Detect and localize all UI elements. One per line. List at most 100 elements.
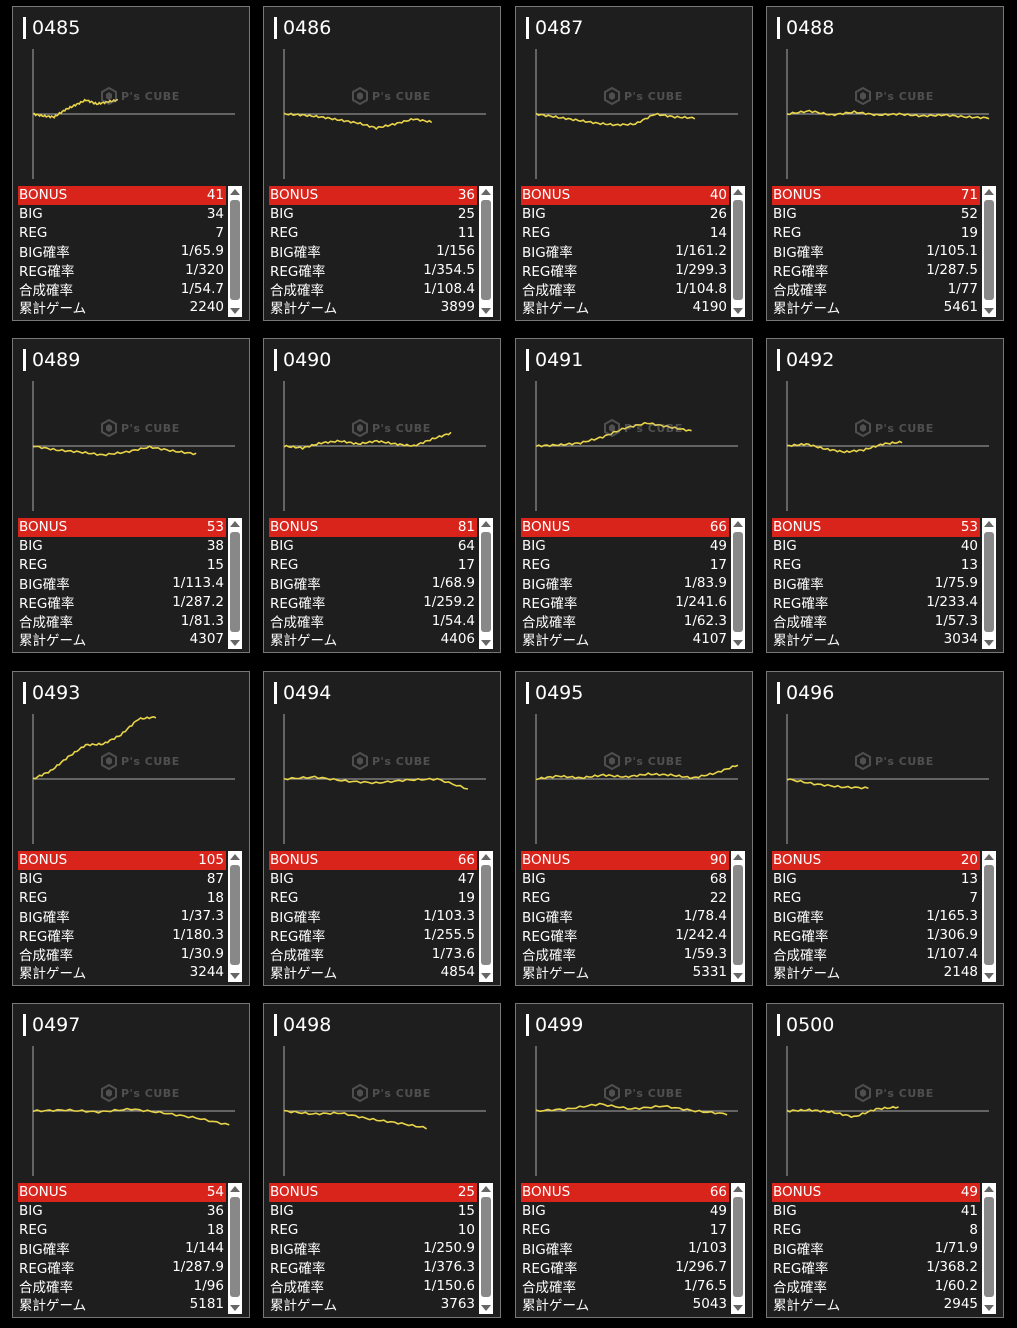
slump-graph-svg [786,49,990,179]
stat-label: REG確率 [773,929,829,946]
stat-value: 36 [206,1203,224,1220]
slump-line [786,109,990,120]
scroll-down-arrow-icon[interactable] [230,1305,240,1311]
scrollbar[interactable] [479,1183,493,1314]
machine-card[interactable]: 0498 P's CUBE BONUS 25 BIG 15 REG 10 BIG確率 1/250.… [263,1003,501,1318]
scroll-up-arrow-icon[interactable] [733,854,743,860]
stat-label: 累計ゲーム [19,633,87,650]
scroll-up-arrow-icon[interactable] [733,1186,743,1192]
scroll-up-arrow-icon[interactable] [481,189,491,195]
machine-card[interactable]: 0494 P's CUBE BONUS 66 BIG 47 REG 19 BIG確率 1/103.… [263,671,501,986]
scroll-thumb[interactable] [481,532,491,632]
scroll-down-arrow-icon[interactable] [984,1305,994,1311]
scroll-down-arrow-icon[interactable] [230,640,240,646]
scroll-down-arrow-icon[interactable] [984,973,994,979]
scroll-up-arrow-icon[interactable] [230,521,240,527]
stat-row-big-rate: BIG確率 1/37.3 [18,907,226,926]
scroll-thumb[interactable] [481,200,491,300]
scroll-up-arrow-icon[interactable] [984,1186,994,1192]
scrollbar[interactable] [731,518,745,649]
scroll-up-arrow-icon[interactable] [230,854,240,860]
scroll-thumb[interactable] [984,1197,994,1297]
machine-card[interactable]: 0499 P's CUBE BONUS 66 BIG 49 REG 17 BIG確率 1/103 R… [515,1003,753,1318]
scroll-thumb[interactable] [481,1197,491,1297]
machine-card[interactable]: 0497 P's CUBE BONUS 54 BIG 36 REG 18 BIG確率 1/144 R… [12,1003,250,1318]
stat-label: REG確率 [270,264,326,281]
scroll-down-arrow-icon[interactable] [481,308,491,314]
stat-value: 49 [709,538,727,555]
slump-line [535,1102,728,1116]
scroll-thumb[interactable] [481,865,491,965]
scrollbar[interactable] [731,1183,745,1314]
scroll-up-arrow-icon[interactable] [733,189,743,195]
scroll-up-arrow-icon[interactable] [481,1186,491,1192]
machine-card[interactable]: 0486 P's CUBE BONUS 36 BIG 25 REG 11 BIG確率 1/156 R… [263,6,501,321]
scrollbar[interactable] [982,851,996,982]
stat-row-big: BIG 15 [269,1202,477,1221]
stat-label: REG確率 [522,264,578,281]
scroll-thumb[interactable] [230,865,240,965]
machine-card[interactable]: 0487 P's CUBE BONUS 40 BIG 26 REG 14 BIG確率 1/161.… [515,6,753,321]
scrollbar[interactable] [982,186,996,317]
scroll-down-arrow-icon[interactable] [230,308,240,314]
scroll-up-arrow-icon[interactable] [984,854,994,860]
scroll-down-arrow-icon[interactable] [481,640,491,646]
scroll-down-arrow-icon[interactable] [230,973,240,979]
scroll-thumb[interactable] [984,865,994,965]
scrollbar[interactable] [228,186,242,317]
stat-row-games: 累計ゲーム 3899 [269,298,477,317]
stat-label: 累計ゲーム [773,1298,841,1315]
machine-card[interactable]: 0492 P's CUBE BONUS 53 BIG 40 REG 13 BIG確率 1/75.9… [766,338,1004,653]
scroll-down-arrow-icon[interactable] [481,973,491,979]
scroll-up-arrow-icon[interactable] [984,189,994,195]
stat-row-reg: REG 18 [18,888,226,907]
machine-card[interactable]: 0485 P's CUBE BONUS 41 BIG 34 REG 7 BIG確率 1/65.9 R… [12,6,250,321]
scrollbar[interactable] [228,518,242,649]
slump-line [283,1109,428,1130]
scroll-thumb[interactable] [230,1197,240,1297]
machine-card[interactable]: 0495 P's CUBE BONUS 90 BIG 68 REG 22 BIG確率 1/78.4… [515,671,753,986]
scroll-down-arrow-icon[interactable] [984,640,994,646]
machine-number: 0498 [283,1014,332,1036]
machine-card[interactable]: 0491 P's CUBE BONUS 66 BIG 49 REG 17 BIG確率 1/83.9… [515,338,753,653]
scroll-thumb[interactable] [733,532,743,632]
scrollbar[interactable] [479,186,493,317]
machine-card[interactable]: 0493 P's CUBE BONUS 105 BIG 87 REG 18 BIG確率 1/37.… [12,671,250,986]
scroll-up-arrow-icon[interactable] [230,1186,240,1192]
scroll-up-arrow-icon[interactable] [481,521,491,527]
scroll-down-arrow-icon[interactable] [984,308,994,314]
scroll-up-arrow-icon[interactable] [984,521,994,527]
scrollbar[interactable] [479,518,493,649]
scrollbar[interactable] [982,518,996,649]
cube-icon [855,87,871,105]
scroll-down-arrow-icon[interactable] [733,308,743,314]
scroll-down-arrow-icon[interactable] [733,973,743,979]
scrollbar[interactable] [982,1183,996,1314]
scroll-down-arrow-icon[interactable] [481,1305,491,1311]
scrollbar[interactable] [731,851,745,982]
scroll-up-arrow-icon[interactable] [733,521,743,527]
scroll-thumb[interactable] [230,200,240,300]
scroll-down-arrow-icon[interactable] [733,640,743,646]
scroll-thumb[interactable] [733,865,743,965]
scroll-thumb[interactable] [984,532,994,632]
machine-card[interactable]: 0489 P's CUBE BONUS 53 BIG 38 REG 15 BIG確率 1/113.… [12,338,250,653]
machine-card[interactable]: 0496 P's CUBE BONUS 20 BIG 13 REG 7 BIG確率 1/165.3… [766,671,1004,986]
scrollbar[interactable] [731,186,745,317]
scroll-thumb[interactable] [733,1197,743,1297]
machine-card[interactable]: 0490 P's CUBE BONUS 81 BIG 64 REG 17 BIG確率 1/68.9… [263,338,501,653]
scroll-thumb[interactable] [984,200,994,300]
scroll-up-arrow-icon[interactable] [230,189,240,195]
stat-label: 合成確率 [522,947,576,964]
scroll-up-arrow-icon[interactable] [481,854,491,860]
machine-card[interactable]: 0488 P's CUBE BONUS 71 BIG 52 REG 19 BIG確率 1/105.… [766,6,1004,321]
scroll-thumb[interactable] [230,532,240,632]
scroll-down-arrow-icon[interactable] [733,1305,743,1311]
scrollbar[interactable] [228,1183,242,1314]
stat-row-games: 累計ゲーム 5461 [772,298,980,317]
scrollbar[interactable] [228,851,242,982]
scrollbar[interactable] [479,851,493,982]
slump-graph-svg [535,1046,738,1176]
machine-card[interactable]: 0500 P's CUBE BONUS 49 BIG 41 REG 8 BIG確率 1/71.9 R… [766,1003,1004,1318]
scroll-thumb[interactable] [733,200,743,300]
